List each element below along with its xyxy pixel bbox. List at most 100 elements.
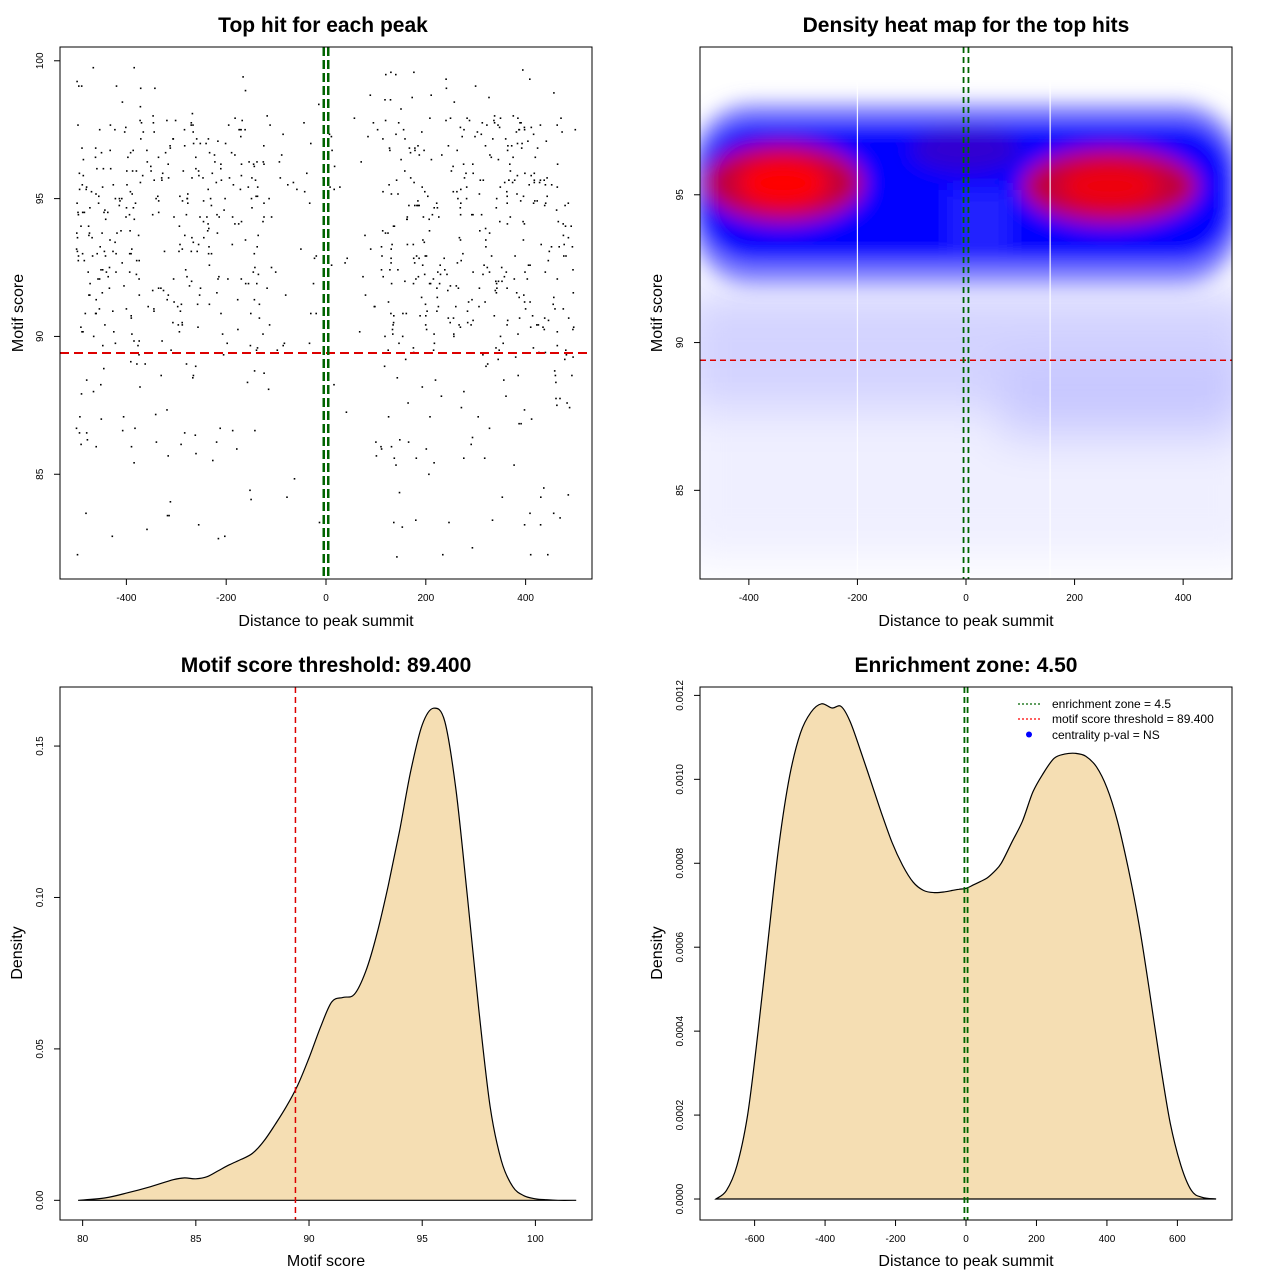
scatter-point: [232, 184, 235, 186]
scatter-point: [135, 259, 138, 262]
scatter-point: [547, 553, 549, 556]
scatter-point: [186, 275, 188, 278]
scatter-point: [433, 462, 435, 464]
scatter-point: [533, 172, 536, 175]
scatter-point: [510, 145, 513, 147]
score-density-ytick-label: 0.05: [35, 1039, 46, 1059]
scatter-point: [517, 333, 519, 335]
scatter-point: [121, 429, 124, 432]
scatter-point: [413, 181, 415, 184]
scatter-point: [195, 138, 198, 140]
scatter-point: [472, 319, 474, 322]
scatter-point: [523, 128, 526, 131]
scatter-point: [221, 333, 224, 335]
scatter-title: Top hit for each peak: [218, 14, 428, 37]
scatter-point: [423, 149, 425, 152]
scatter-point: [220, 163, 222, 165]
scatter-point: [396, 377, 399, 379]
scatter-point: [447, 289, 449, 292]
score-density-ytick-label: 0.15: [35, 736, 46, 756]
scatter-point: [131, 193, 133, 195]
scatter-point: [506, 149, 509, 152]
scatter-point: [154, 87, 156, 90]
scatter-point: [463, 390, 465, 393]
scatter-point: [98, 195, 100, 198]
scatter-point: [125, 308, 128, 310]
scatter-point: [84, 312, 87, 315]
scatter-point: [471, 436, 474, 439]
scatter-point: [415, 457, 418, 459]
scatter-point: [220, 179, 223, 181]
scatter-point: [543, 317, 546, 319]
scatter-point: [556, 124, 558, 126]
scatter-point: [90, 190, 93, 193]
scatter-point: [210, 204, 213, 207]
score-density-panel: Motif score threshold: 89.400 80 85 90 95 10…: [9, 654, 593, 1270]
scatter-point: [169, 501, 172, 503]
scatter-point: [185, 363, 188, 365]
scatter-point: [282, 133, 284, 136]
scatter-point: [129, 190, 132, 193]
heatmap-title: Density heat map for the top hits: [803, 14, 1130, 37]
scatter-point: [421, 131, 423, 133]
scatter-point: [432, 278, 435, 280]
scatter-point: [515, 292, 518, 294]
scatter-xtick-label: 0: [323, 593, 329, 604]
scatter-point: [192, 241, 195, 244]
scatter-point: [529, 301, 531, 303]
scatter-point: [127, 156, 129, 159]
heatmap-xtick-label: -200: [847, 593, 867, 604]
scatter-point: [457, 287, 460, 289]
score-density-xtick-label: 80: [77, 1234, 89, 1245]
scatter-point: [157, 287, 160, 289]
scatter-point: [446, 273, 448, 276]
scatter-point: [89, 207, 91, 209]
scatter-point: [459, 326, 462, 328]
scatter-point: [417, 145, 419, 147]
scatter-point: [564, 204, 566, 207]
scatter-point: [470, 443, 472, 446]
scatter-point: [523, 126, 526, 129]
scatter-point: [129, 230, 131, 232]
scatter-point: [430, 158, 433, 161]
scatter-point: [114, 342, 117, 345]
scatter-point: [406, 218, 408, 221]
scatter-point: [274, 271, 277, 273]
scatter-point: [556, 344, 559, 347]
scatter-point: [450, 170, 453, 172]
scatter-point: [254, 266, 256, 269]
scatter-point: [423, 273, 426, 276]
scatter-point: [306, 172, 308, 175]
scatter-point: [495, 197, 498, 200]
scatter-point: [390, 248, 392, 250]
scatter-point: [180, 443, 182, 446]
scatter-point: [571, 374, 573, 377]
scatter-point: [128, 271, 131, 273]
scatter-point: [536, 324, 538, 326]
scatter-point: [444, 269, 446, 271]
scatter-point: [415, 255, 418, 257]
scatter-point: [387, 416, 390, 418]
scatter-point: [449, 117, 452, 119]
scatter-point: [345, 411, 348, 413]
scatter-point: [453, 333, 455, 335]
scatter-point: [76, 553, 79, 556]
scatter-point: [369, 248, 372, 250]
scatter-point: [436, 287, 438, 289]
scatter-point: [75, 248, 78, 250]
scatter-point: [247, 282, 250, 285]
scatter-point: [220, 167, 222, 170]
scatter-point: [155, 441, 158, 443]
scatter-point: [574, 128, 577, 131]
scatter-point: [455, 305, 457, 308]
scatter-point: [252, 271, 255, 273]
scatter-point: [244, 239, 247, 241]
scatter-point: [390, 312, 392, 315]
scatter-point: [207, 252, 210, 255]
scatter-point: [411, 96, 413, 99]
scatter-point: [414, 204, 416, 207]
scatter-point: [318, 521, 321, 524]
scatter-point: [546, 177, 548, 179]
scatter-point: [471, 213, 473, 216]
scatter-point: [442, 553, 444, 556]
